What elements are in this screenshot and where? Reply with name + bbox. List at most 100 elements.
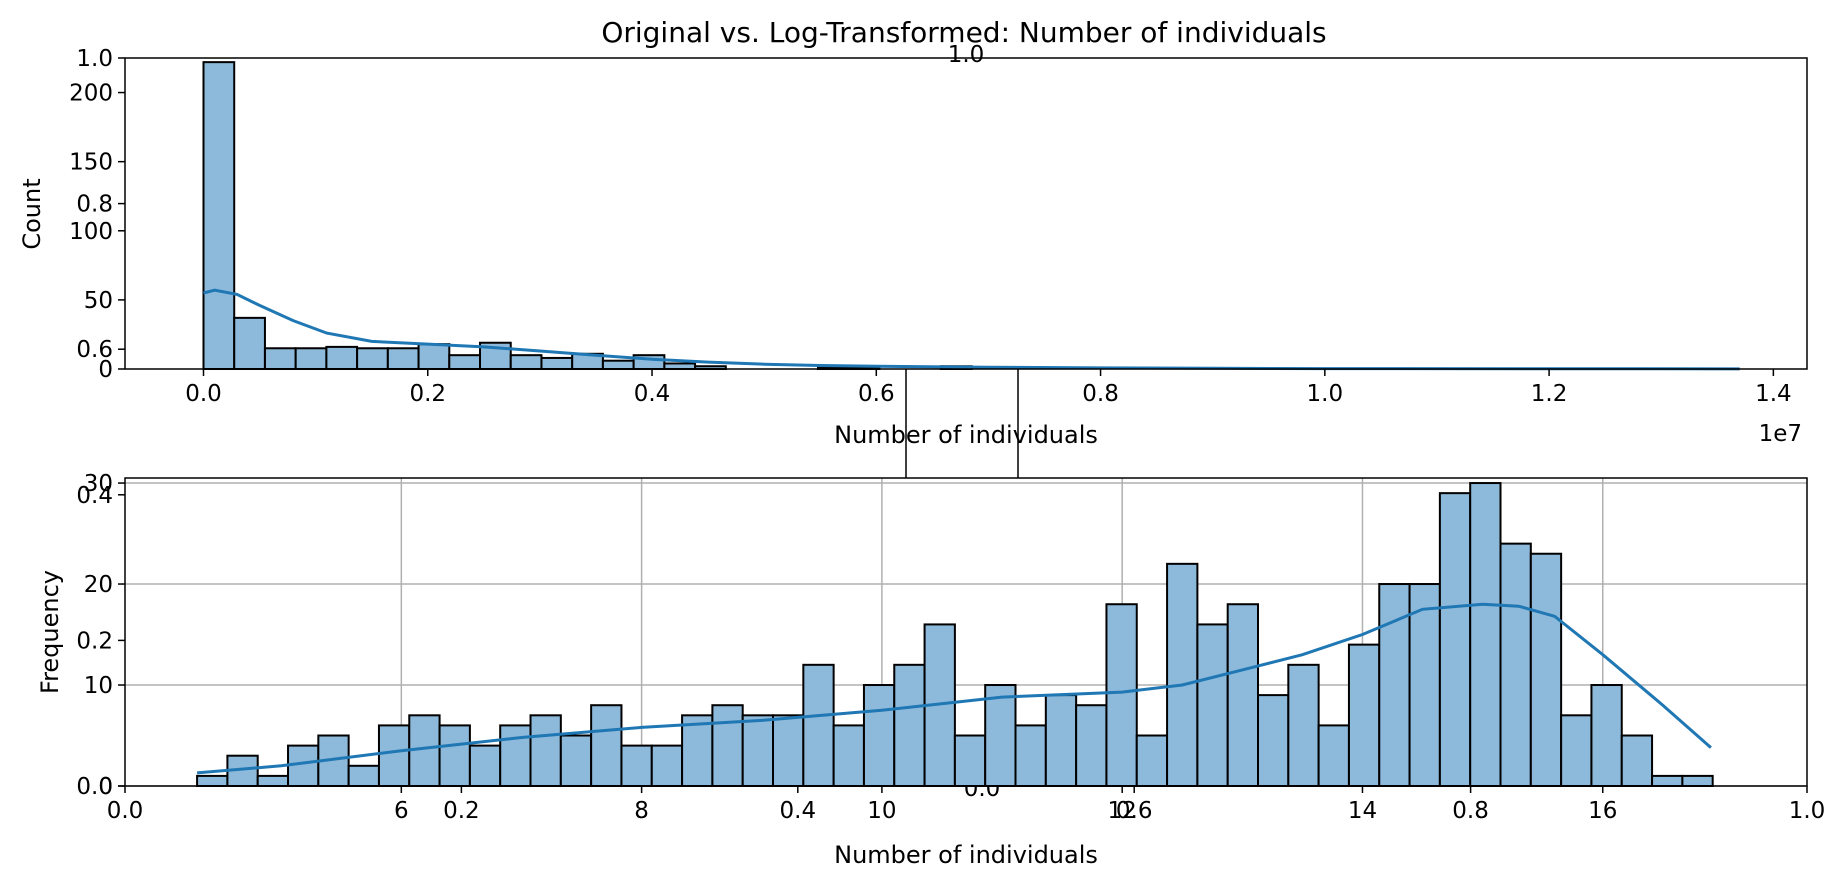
empty-ytick-label-4: 0.8 — [76, 192, 113, 218]
log-bar-6 — [377, 724, 411, 788]
log-histogram-panel: 6 8 10 12 14 16 0 10 20 30 Number of individuals… — [36, 471, 1808, 869]
original-x-axis-label: Number of individuals — [834, 421, 1098, 449]
log-bar-13 — [590, 704, 623, 788]
log-bar-48 — [1651, 774, 1684, 787]
original-bar-0 — [202, 61, 236, 370]
log-bar-12 — [559, 734, 593, 787]
log-bar-10 — [499, 724, 532, 788]
log-bar-33 — [1196, 623, 1229, 787]
empty-ytick-label-5: 1.0 — [76, 46, 113, 72]
empty-xtick-label-0: 0.0 — [107, 798, 144, 824]
log-xtick-label-4: 14 — [1348, 798, 1377, 824]
original-x-offset-text: 1e7 — [1759, 421, 1802, 447]
original-bar-3 — [294, 347, 328, 370]
log-bar-39 — [1378, 583, 1411, 787]
log-bar-42 — [1469, 482, 1502, 787]
original-y-axis-label: Count — [18, 178, 46, 249]
log-bar-47 — [1620, 734, 1654, 787]
original-ytick-label-1: 50 — [84, 288, 113, 314]
log-bar-40 — [1408, 583, 1441, 787]
log-bar-44 — [1529, 552, 1563, 788]
figure-title: Original vs. Log-Transformed: Number of … — [601, 16, 1326, 49]
original-bar-10 — [509, 354, 543, 370]
log-bar-16 — [681, 714, 714, 787]
log-bar-25 — [953, 734, 987, 787]
log-xtick-label-1: 8 — [634, 798, 649, 824]
log-bar-34 — [1226, 603, 1260, 787]
log-xtick-label-0: 6 — [394, 798, 409, 824]
log-bar-5 — [347, 764, 380, 788]
original-xtick-label-0: 0.0 — [185, 381, 222, 407]
log-bar-18 — [741, 714, 775, 787]
log-xtick-label-5: 16 — [1588, 798, 1617, 824]
log-y-axis-label: Frequency — [36, 570, 64, 694]
log-y-ticks: 0 10 20 30 — [84, 471, 125, 800]
log-x-axis-label: Number of individuals — [834, 841, 1098, 869]
log-bar-8 — [438, 724, 471, 788]
empty-overlay-axes: 0.00.20.40.60.81.00.0 0.2 0.4 0.6 0.8 1.01.0 … — [76, 42, 1825, 824]
original-xtick-label-2: 0.4 — [634, 381, 671, 407]
original-bar-1 — [233, 316, 266, 371]
log-bar-15 — [650, 744, 684, 788]
log-kde-line — [196, 602, 1712, 775]
original-xtick-label-3: 0.6 — [858, 381, 895, 407]
log-bar-26 — [984, 684, 1017, 788]
log-bar-28 — [1044, 694, 1078, 787]
empty-ytick-label-2: 0.4 — [76, 483, 113, 509]
original-bar-7 — [417, 343, 451, 370]
empty-xtick-label-4: 0.8 — [1452, 798, 1489, 824]
original-bar-13 — [601, 359, 635, 370]
log-bar-17 — [711, 704, 744, 788]
empty-xtick-label-2: 0.4 — [780, 798, 817, 824]
log-bar-36 — [1287, 663, 1320, 788]
empty-xtick-label-5: 1.0 — [1789, 798, 1826, 824]
original-histogram-panel: 0.0 0.2 0.4 0.6 0.8 1.0 1.2 1.4 0 50 100 150 200 Nu… — [18, 57, 1808, 449]
log-bar-31 — [1135, 734, 1169, 787]
original-kde-line — [203, 288, 1740, 371]
log-axes-frame — [124, 477, 1808, 787]
empty-ytick-label-1: 0.2 — [76, 628, 113, 654]
empty-axes-frame — [905, 369, 1019, 478]
log-x-ticks: 6 8 10 12 14 16 — [394, 786, 1617, 824]
original-bar-15 — [663, 362, 697, 370]
log-ytick-label-3: 30 — [84, 471, 113, 497]
log-bar-23 — [893, 663, 926, 788]
log-bar-32 — [1166, 562, 1199, 787]
original-bar-6 — [386, 347, 420, 370]
original-xtick-label-4: 0.8 — [1082, 381, 1119, 407]
log-bar-11 — [529, 714, 562, 787]
log-bar-41 — [1438, 492, 1472, 787]
original-xtick-label-5: 1.0 — [1307, 381, 1344, 407]
log-bar-9 — [468, 744, 502, 788]
empty-xtick-label-1: 0.2 — [443, 798, 480, 824]
log-ytick-label-1: 10 — [84, 673, 113, 699]
empty-axes-ticks: 0.0 0.2 0.4 0.6 0.8 1.0 0.0 0.2 0.4 0.6 0.8 1.0 1.0 — [76, 42, 1825, 824]
log-ytick-label-2: 20 — [84, 572, 113, 598]
log-bar-43 — [1499, 542, 1532, 787]
log-bar-2 — [256, 774, 290, 787]
original-histogram-bars — [202, 61, 973, 371]
original-bar-11 — [540, 356, 574, 371]
log-bar-30 — [1105, 603, 1138, 787]
original-bar-8 — [448, 354, 482, 370]
original-bar-5 — [356, 347, 389, 370]
empty-ytick-label-0: 0.0 — [76, 774, 113, 800]
empty-ytick-label-3: 0.6 — [76, 337, 113, 363]
log-bar-0 — [196, 774, 229, 787]
original-bar-4 — [325, 345, 359, 370]
original-ytick-label-4: 200 — [69, 81, 113, 107]
original-xtick-label-7: 1.4 — [1755, 381, 1792, 407]
empty-top-label-0: 1.0 — [948, 42, 985, 68]
original-xtick-label-1: 0.2 — [409, 381, 446, 407]
log-ytick-label-0: 0 — [98, 774, 113, 800]
original-bar-2 — [263, 347, 297, 370]
original-ytick-label-3: 150 — [69, 150, 113, 176]
log-xtick-label-2: 10 — [867, 798, 896, 824]
original-y-ticks: 0 50 100 150 200 — [69, 81, 125, 383]
log-bar-38 — [1347, 643, 1381, 787]
log-bar-49 — [1681, 774, 1714, 787]
log-bar-21 — [832, 724, 865, 788]
original-ytick-label-2: 100 — [69, 219, 113, 245]
original-x-ticks: 0.0 0.2 0.4 0.6 0.8 1.0 1.2 1.4 — [185, 369, 1792, 407]
